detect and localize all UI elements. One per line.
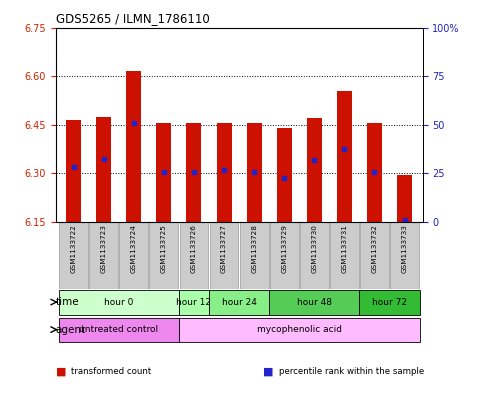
Text: GSM1133723: GSM1133723 bbox=[100, 224, 107, 273]
Bar bbox=[397, 175, 412, 222]
Text: GSM1133729: GSM1133729 bbox=[281, 224, 287, 273]
Text: GSM1133722: GSM1133722 bbox=[71, 224, 77, 273]
Bar bbox=[119, 222, 148, 289]
Text: percentile rank within the sample: percentile rank within the sample bbox=[279, 367, 424, 376]
Bar bbox=[390, 222, 419, 289]
Text: GSM1133724: GSM1133724 bbox=[131, 224, 137, 273]
Bar bbox=[270, 222, 298, 289]
Bar bbox=[359, 290, 420, 315]
Bar bbox=[330, 222, 359, 289]
Bar bbox=[126, 71, 142, 222]
Bar bbox=[180, 222, 208, 289]
Bar bbox=[179, 290, 209, 315]
Text: mycophenolic acid: mycophenolic acid bbox=[257, 325, 342, 334]
Text: hour 72: hour 72 bbox=[372, 298, 407, 307]
Text: agent: agent bbox=[56, 325, 86, 334]
Text: GSM1133730: GSM1133730 bbox=[312, 224, 317, 273]
Bar bbox=[96, 117, 111, 222]
Bar bbox=[269, 290, 359, 315]
Bar bbox=[277, 128, 292, 222]
Text: GSM1133726: GSM1133726 bbox=[191, 224, 197, 273]
Bar bbox=[149, 222, 178, 289]
Bar bbox=[247, 123, 262, 222]
Text: transformed count: transformed count bbox=[71, 367, 151, 376]
Text: GSM1133732: GSM1133732 bbox=[371, 224, 378, 273]
Text: GSM1133725: GSM1133725 bbox=[161, 224, 167, 273]
Bar bbox=[66, 120, 81, 222]
Text: GSM1133733: GSM1133733 bbox=[401, 224, 408, 273]
Bar bbox=[59, 222, 88, 289]
Text: GDS5265 / ILMN_1786110: GDS5265 / ILMN_1786110 bbox=[56, 12, 209, 25]
Bar bbox=[209, 290, 269, 315]
Bar bbox=[58, 290, 179, 315]
Text: GSM1133731: GSM1133731 bbox=[341, 224, 347, 273]
Bar bbox=[367, 123, 382, 222]
Text: hour 12: hour 12 bbox=[176, 298, 212, 307]
Text: GSM1133727: GSM1133727 bbox=[221, 224, 227, 273]
Bar bbox=[240, 222, 269, 289]
Text: hour 0: hour 0 bbox=[104, 298, 133, 307]
Bar bbox=[179, 318, 420, 342]
Text: GSM1133728: GSM1133728 bbox=[251, 224, 257, 273]
Bar bbox=[89, 222, 118, 289]
Text: ■: ■ bbox=[56, 366, 66, 376]
Bar bbox=[307, 118, 322, 222]
Text: hour 24: hour 24 bbox=[222, 298, 256, 307]
Text: time: time bbox=[56, 297, 80, 307]
Bar bbox=[300, 222, 329, 289]
Bar bbox=[216, 123, 231, 222]
Bar bbox=[186, 123, 201, 222]
Bar bbox=[210, 222, 239, 289]
Text: ■: ■ bbox=[263, 366, 274, 376]
Bar bbox=[156, 123, 171, 222]
Bar bbox=[337, 91, 352, 222]
Text: hour 48: hour 48 bbox=[297, 298, 332, 307]
Text: untreated control: untreated control bbox=[79, 325, 158, 334]
Bar bbox=[360, 222, 389, 289]
Bar bbox=[58, 318, 179, 342]
